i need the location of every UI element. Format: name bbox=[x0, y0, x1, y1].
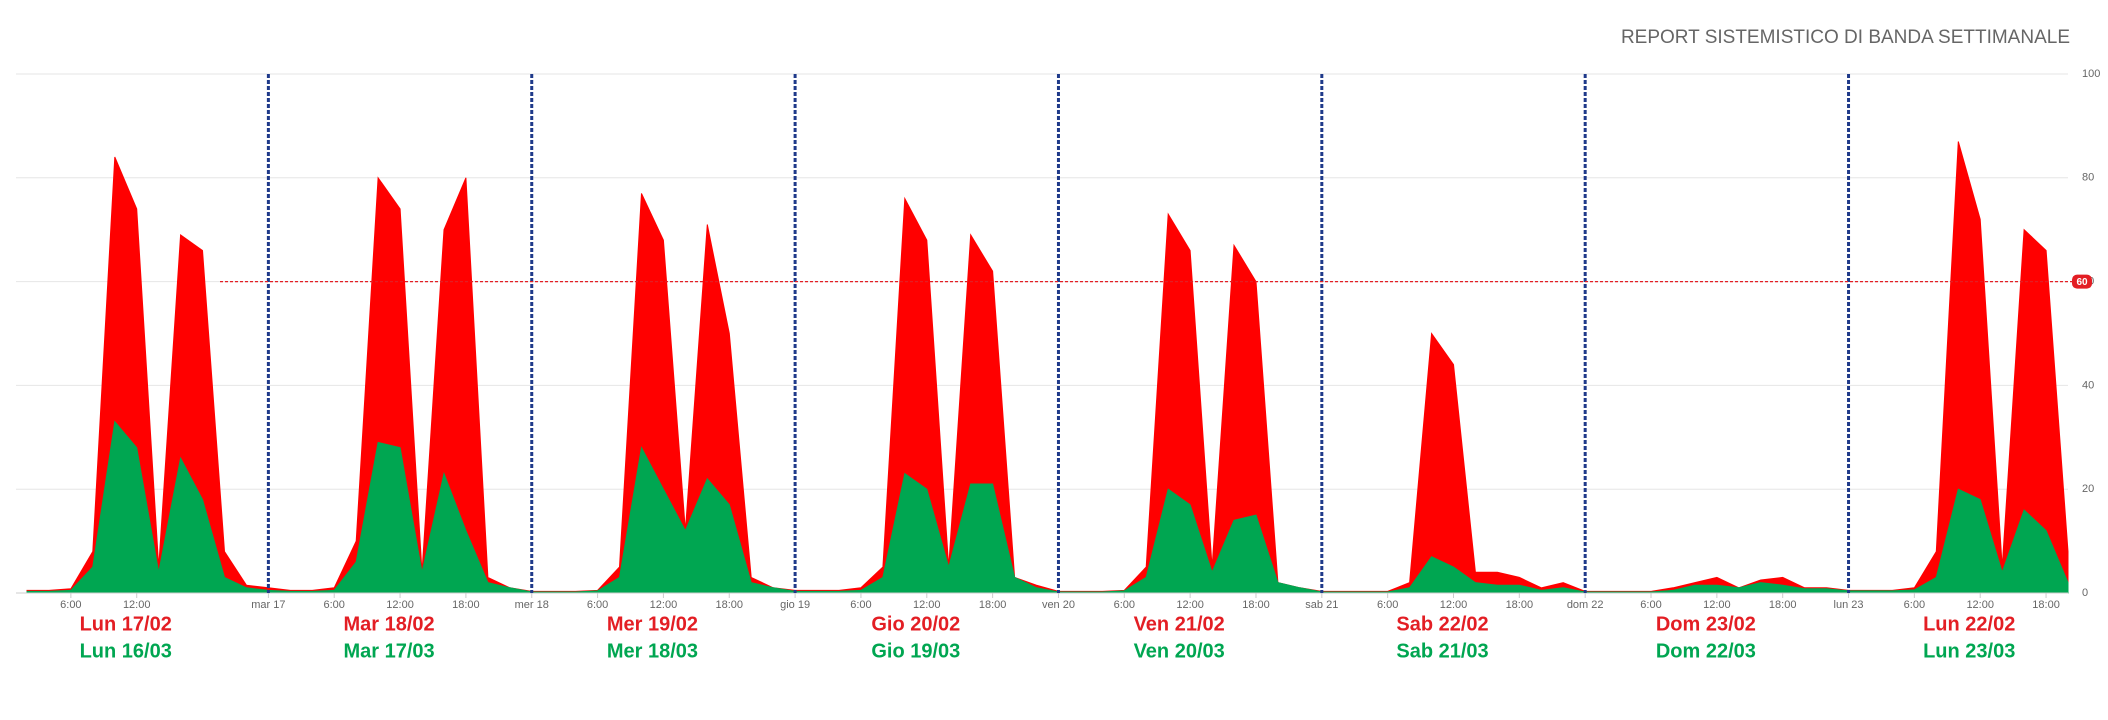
y-tick-label: 40 bbox=[2082, 379, 2094, 391]
day-label-green: Sab 21/03 bbox=[1396, 640, 1488, 662]
x-tick-label: mar 17 bbox=[251, 599, 285, 611]
area-series bbox=[26, 141, 2069, 594]
x-tick-label: 18:00 bbox=[1506, 599, 1534, 611]
day-label-green: Mer 18/03 bbox=[607, 640, 698, 662]
area-series bbox=[26, 420, 2069, 594]
x-tick-label: 12:00 bbox=[1176, 599, 1204, 611]
x-tick-label: 12:00 bbox=[650, 599, 678, 611]
x-tick-label: 18:00 bbox=[979, 599, 1007, 611]
day-label-green: Lun 23/03 bbox=[1923, 640, 2015, 662]
x-tick-label: 18:00 bbox=[2032, 599, 2060, 611]
day-label-green: Dom 22/03 bbox=[1656, 640, 1756, 662]
day-label-red: Gio 20/02 bbox=[871, 613, 960, 635]
day-label-red: Sab 22/02 bbox=[1396, 613, 1488, 635]
x-tick-label: 6:00 bbox=[1377, 599, 1398, 611]
reference-label: 60 bbox=[2076, 277, 2088, 288]
chart-title: REPORT SISTEMISTICO DI BANDA SETTIMANALE bbox=[1621, 27, 2070, 48]
x-tick-label: 12:00 bbox=[123, 599, 151, 611]
x-tick-label: 6:00 bbox=[850, 599, 871, 611]
y-tick-label: 80 bbox=[2082, 172, 2094, 184]
x-tick-label: 6:00 bbox=[1904, 599, 1925, 611]
x-tick-label: gio 19 bbox=[780, 599, 810, 611]
x-tick-label: 6:00 bbox=[1114, 599, 1135, 611]
day-label-red: Dom 23/02 bbox=[1656, 613, 1756, 635]
x-tick-label: lun 23 bbox=[1834, 599, 1864, 611]
x-tick-label: mer 18 bbox=[515, 599, 549, 611]
x-tick-label: 12:00 bbox=[913, 599, 941, 611]
x-tick-label: 12:00 bbox=[1966, 599, 1994, 611]
x-tick-label: 18:00 bbox=[1769, 599, 1797, 611]
day-label-green: Gio 19/03 bbox=[871, 640, 960, 662]
x-tick-label: 6:00 bbox=[587, 599, 608, 611]
day-label-red: Mer 19/02 bbox=[607, 613, 698, 635]
x-tick-label: 6:00 bbox=[324, 599, 345, 611]
x-tick-label: 6:00 bbox=[1640, 599, 1661, 611]
day-label-green: Lun 16/03 bbox=[80, 640, 172, 662]
x-tick-label: 12:00 bbox=[1703, 599, 1731, 611]
x-tick-label: dom 22 bbox=[1567, 599, 1604, 611]
y-tick-label: 0 bbox=[2082, 587, 2088, 599]
day-label-green: Mar 17/03 bbox=[344, 640, 435, 662]
x-tick-label: ven 20 bbox=[1042, 599, 1075, 611]
day-label-red: Lun 22/02 bbox=[1923, 613, 2015, 635]
x-tick-label: 18:00 bbox=[715, 599, 743, 611]
x-tick-label: 18:00 bbox=[452, 599, 480, 611]
day-label-red: Ven 21/02 bbox=[1134, 613, 1225, 635]
y-tick-label: 100 bbox=[2082, 68, 2100, 80]
x-tick-label: 12:00 bbox=[386, 599, 414, 611]
x-tick-label: 12:00 bbox=[1440, 599, 1468, 611]
day-label-green: Ven 20/03 bbox=[1134, 640, 1225, 662]
day-label-red: Mar 18/02 bbox=[344, 613, 435, 635]
day-label-red: Lun 17/02 bbox=[80, 613, 172, 635]
x-tick-label: 6:00 bbox=[60, 599, 81, 611]
x-tick-label: sab 21 bbox=[1305, 599, 1338, 611]
y-tick-label: 20 bbox=[2082, 483, 2094, 495]
reference-badge bbox=[2072, 274, 2092, 289]
x-tick-label: 18:00 bbox=[1242, 599, 1270, 611]
